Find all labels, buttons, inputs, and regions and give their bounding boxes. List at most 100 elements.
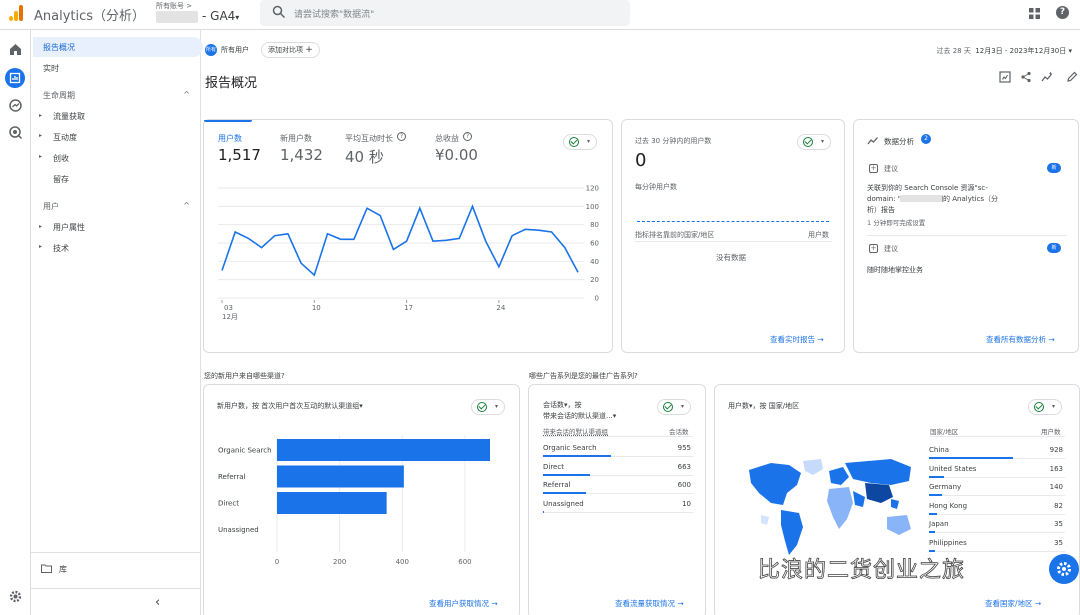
sessions-title-metric[interactable]: 会话数▾，按: [543, 401, 582, 409]
expand-arrow-icon[interactable]: ▸: [39, 112, 43, 119]
nav-item-retention[interactable]: 留存: [53, 175, 69, 184]
country-row-name[interactable]: Japan: [929, 520, 949, 529]
app-title[interactable]: Analytics（分析）: [34, 9, 146, 24]
help-icon[interactable]: ?: [1056, 6, 1069, 19]
view-all-insights-link[interactable]: 查看所有数据分析 →: [986, 335, 1055, 344]
sessions-title-dimension[interactable]: 带来会话的默认渠道...▾: [543, 412, 617, 420]
insights-icon[interactable]: [1041, 71, 1053, 83]
card-options-button[interactable]: ▾: [657, 399, 691, 415]
country-row-name[interactable]: Germany: [929, 483, 962, 492]
card-options-button[interactable]: ▾: [563, 134, 597, 150]
view-countries-link[interactable]: 查看国家/地区 →: [985, 599, 1042, 608]
search-bar[interactable]: 请尝试搜索"数据流": [260, 0, 630, 26]
country-title[interactable]: 用户数▾，按 国家/地区: [728, 402, 800, 410]
nav-item-tech[interactable]: 技术: [53, 244, 69, 253]
chevron-up-icon[interactable]: ^: [183, 201, 190, 210]
metric-value-users: 1,517: [218, 146, 261, 164]
insight-text[interactable]: 随时随地掌控业务: [867, 266, 923, 274]
view-traffic-link[interactable]: 查看流量获取情况 →: [615, 599, 684, 608]
divider: [31, 588, 201, 589]
share-bar: [543, 492, 586, 494]
help-circle-icon[interactable]: ?: [397, 132, 406, 141]
insight-tag: 建议: [884, 245, 898, 253]
sessions-row-name[interactable]: Organic Search: [543, 444, 597, 452]
metric-label-avg-engagement[interactable]: 平均互动时长: [345, 134, 393, 143]
expand-arrow-icon[interactable]: ▸: [39, 153, 43, 160]
arrow-right-icon: →: [1048, 335, 1055, 344]
nav-item-library[interactable]: 库: [59, 565, 67, 574]
x-tick-label: 10: [312, 304, 321, 312]
country-col-users[interactable]: 用户数: [1041, 428, 1061, 436]
edit-report-icon[interactable]: [999, 71, 1011, 83]
metric-label-new-users[interactable]: 新用户数: [280, 134, 312, 143]
nav-item-engagement[interactable]: 互动度: [53, 133, 77, 142]
expand-arrow-icon[interactable]: ▸: [39, 223, 43, 230]
card-options-button[interactable]: ▾: [471, 399, 505, 415]
share-bar: [929, 550, 935, 552]
share-icon[interactable]: [1020, 71, 1032, 83]
series-line: [221, 204, 579, 277]
settings-gear-icon[interactable]: [8, 589, 23, 604]
divider: [543, 436, 693, 437]
analytics-logo-icon[interactable]: [9, 5, 23, 21]
view-realtime-link[interactable]: 查看实时报告 →: [770, 335, 824, 344]
sessions-col-channel[interactable]: 带来会话的默认渠道组: [543, 428, 608, 436]
x-tick-label: 24: [496, 304, 505, 312]
check-circle-icon: [803, 137, 813, 147]
chevron-up-icon[interactable]: ^: [183, 90, 190, 99]
per-minute-bar-chart: [637, 221, 829, 222]
nav-item-user-attributes[interactable]: 用户属性: [53, 223, 85, 232]
assistant-fab[interactable]: [1049, 554, 1079, 584]
country-row-name[interactable]: Philippines: [929, 539, 967, 547]
nav-item-overview[interactable]: 报告概况: [33, 37, 203, 57]
nav-item-monetization[interactable]: 创收: [53, 154, 69, 163]
metric-label-users[interactable]: 用户数: [218, 134, 242, 143]
nav-section-lifecycle[interactable]: 生命周期: [43, 91, 75, 100]
expand-arrow-icon[interactable]: ▸: [39, 243, 43, 250]
bar: [277, 439, 490, 461]
sessions-row-name[interactable]: Unassigned: [543, 499, 584, 508]
nav-item-realtime[interactable]: 实时: [43, 64, 59, 73]
property-selector[interactable]: - GA4▾: [202, 9, 240, 23]
explore-icon[interactable]: [8, 98, 23, 113]
new-users-title[interactable]: 新用户数，按 首次用户首次互动的默认渠道组▾: [217, 402, 363, 410]
country-row-value: 35: [1054, 520, 1063, 529]
home-icon[interactable]: [8, 42, 23, 57]
sessions-row-name[interactable]: Referral: [543, 481, 571, 489]
x-month-label: 12月: [222, 313, 238, 321]
advertising-icon[interactable]: [8, 125, 23, 140]
country-row-name[interactable]: United States: [929, 464, 977, 473]
help-circle-icon[interactable]: ?: [463, 132, 472, 141]
nav-item-acquisition[interactable]: 流量获取: [53, 112, 85, 121]
country-row-name[interactable]: China: [929, 446, 949, 454]
edit-pencil-icon[interactable]: [1066, 71, 1078, 83]
insight-text[interactable]: 析）报告: [867, 206, 895, 214]
country-col-name[interactable]: 国家/地区: [930, 428, 959, 436]
segment-chip[interactable]: 所有用户: [221, 46, 249, 54]
card-options-button[interactable]: ▾: [797, 134, 831, 150]
divider: [929, 495, 1065, 497]
country-row-name[interactable]: Hong Kong: [929, 501, 968, 510]
active-metric-indicator: [204, 120, 252, 122]
account-breadcrumb[interactable]: 所有账号 >: [156, 2, 193, 10]
search-input[interactable]: 请尝试搜索"数据流": [294, 10, 375, 20]
left-rail: [0, 30, 31, 615]
nav-section-user[interactable]: 用户: [43, 202, 59, 211]
metric-value-avg-engagement: 40 秒: [345, 148, 384, 166]
add-comparison-button[interactable]: 添加对比项 +: [261, 42, 320, 58]
check-circle-icon: [569, 137, 579, 147]
sessions-col-value[interactable]: 会话数: [669, 428, 689, 436]
metric-label-revenue[interactable]: 总收益: [435, 134, 459, 143]
country-row-value: 163: [1049, 464, 1063, 473]
apps-grid-icon[interactable]: [1029, 8, 1040, 19]
view-acquisition-link[interactable]: 查看用户获取情况 →: [429, 599, 498, 608]
page-title: 报告概况: [205, 76, 258, 91]
sessions-row-value: 600: [677, 481, 691, 489]
sessions-row-name[interactable]: Direct: [543, 462, 564, 471]
reports-icon[interactable]: [5, 68, 25, 88]
collapse-nav-icon[interactable]: ‹: [155, 595, 161, 610]
expand-arrow-icon[interactable]: ▸: [39, 132, 43, 139]
date-range-picker[interactable]: 过去 28 天 12月3日 - 2023年12月30日 ▾: [936, 47, 1072, 55]
card-options-button[interactable]: ▾: [1028, 399, 1062, 415]
insight-text[interactable]: 关联到你的 Search Console 资源"sc-: [867, 184, 988, 192]
